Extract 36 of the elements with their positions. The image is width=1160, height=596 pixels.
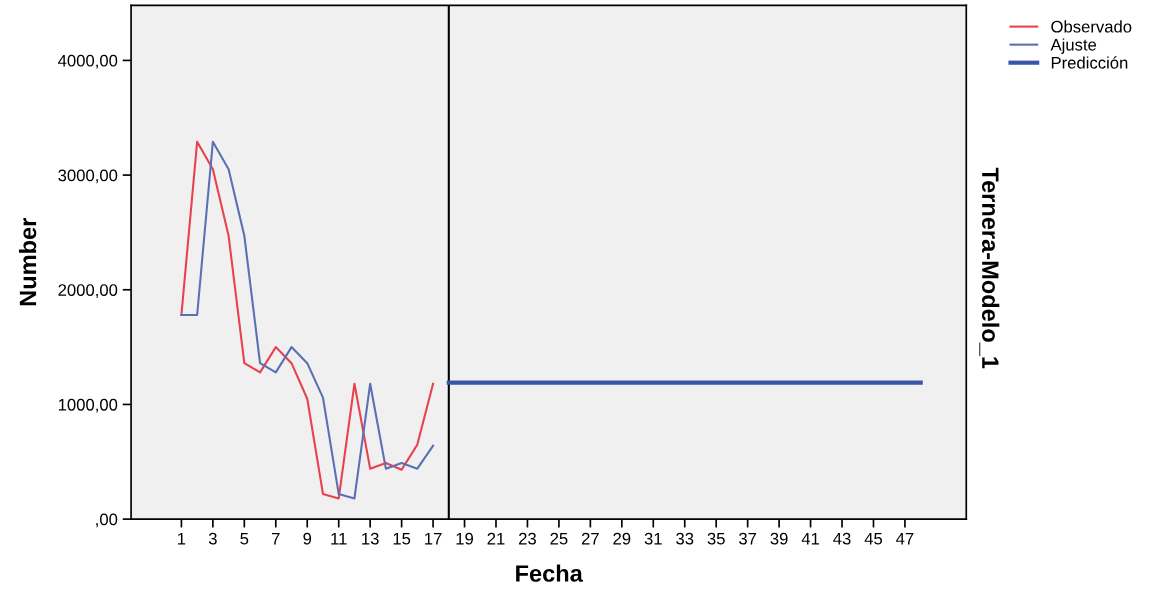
x-tick-label: 13 [362,532,379,545]
x-tick-label: 27 [581,532,599,545]
x-tick-label: 7 [272,532,280,545]
x-tick-label: 11 [331,532,347,545]
x-tick-label: 5 [240,532,249,545]
legend-label: Predicción [1051,56,1128,69]
x-tick-label: 33 [676,532,694,545]
y-tick-label: 3000,00 [58,169,118,184]
x-tick-label: 1 [178,532,186,545]
x-tick-label: 9 [303,532,312,545]
x-tick-label: 37 [739,532,757,545]
x-tick-label: 21 [487,532,505,545]
x-axis-title: Fecha [516,564,583,582]
y-tick-label: ,00 [96,513,118,528]
x-tick-label: 41 [801,532,820,545]
x-tick-label: 3 [208,532,217,545]
x-tick-label: 35 [707,532,725,545]
y-tick-label: 1000,00 [58,398,118,413]
legend-label: Observado [1051,20,1132,33]
x-tick-label: 23 [519,532,536,545]
y-tick-label: 4000,00 [58,54,118,69]
x-tick-label: 17 [425,532,442,545]
x-tick-label: 19 [456,532,474,545]
legend-label: Ajuste [1050,38,1097,54]
y-axis-title: Number [18,217,37,306]
x-tick-label: 39 [770,532,788,545]
x-tick-label: 25 [550,532,568,545]
x-tick-label: 15 [393,532,411,545]
x-tick-label: 47 [896,532,914,545]
y-tick-label: 2000,00 [58,284,118,298]
text: Ternera-Modelo_1 [979,167,1000,369]
line-series [180,140,435,500]
x-tick-label: 31 [644,532,662,545]
x-tick-label: 29 [613,532,631,545]
x-tick-label: 45 [864,532,883,545]
x-tick-label: 43 [833,532,851,545]
